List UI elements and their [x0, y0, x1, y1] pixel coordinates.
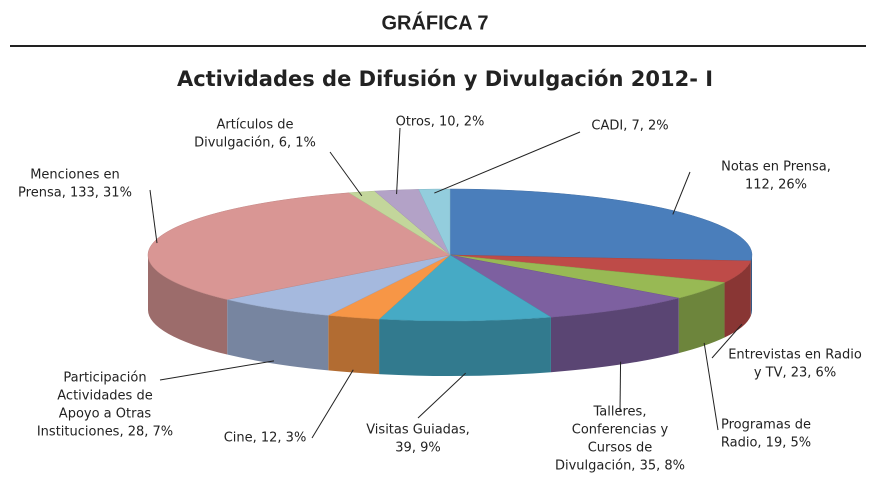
data-label: Artículos de	[216, 118, 293, 133]
pie-slice	[449, 188, 753, 262]
data-label: Radio, 19, 5%	[721, 436, 811, 451]
data-label: Otros, 10, 2%	[396, 115, 485, 130]
leader-line	[434, 131, 581, 194]
data-label: Actividades de	[57, 389, 152, 404]
data-label: CADI, 7, 2%	[591, 119, 668, 134]
pie-slice-side	[379, 317, 551, 376]
leader-line	[311, 369, 354, 439]
leader-line	[329, 151, 363, 197]
data-label: 112, 26%	[745, 178, 807, 193]
pie-slice	[418, 188, 451, 256]
data-label: 39, 9%	[395, 441, 440, 456]
data-label: Menciones en	[30, 168, 120, 183]
leader-line	[417, 372, 466, 419]
leader-line	[711, 323, 743, 359]
pie-slice-side	[550, 298, 679, 373]
pie-slice-side	[148, 255, 228, 355]
leader-line	[396, 127, 401, 195]
data-label: Notas en Prensa,	[721, 160, 831, 175]
pie-slice-side	[227, 299, 329, 371]
pie-slice	[227, 254, 451, 316]
data-label: Talleres,	[593, 405, 647, 420]
leader-line	[149, 189, 158, 244]
data-label: Cursos de	[588, 441, 653, 456]
pie-slice-side	[750, 255, 752, 316]
leader-line	[672, 171, 691, 215]
data-label: Visitas Guiadas,	[366, 423, 470, 438]
leader-line	[703, 342, 719, 431]
data-label: Instituciones, 28, 7%	[37, 425, 173, 440]
page-title: GRÁFICA 7	[381, 11, 488, 34]
data-label: Entrevistas en Radio	[728, 348, 862, 363]
chart-title: Actividades de Difusión y Divulgación 20…	[177, 67, 713, 91]
pie-slice	[147, 192, 451, 300]
pie-slice	[449, 254, 679, 318]
data-label: Cine, 12, 3%	[224, 431, 307, 446]
pie-slice-side	[678, 282, 725, 354]
data-label: Apoyo a Otras	[59, 407, 152, 422]
data-label: Programas de	[721, 418, 811, 433]
pie-slice-side	[328, 315, 380, 375]
data-label: Participación	[63, 371, 146, 386]
data-label: y TV, 23, 6%	[754, 366, 836, 381]
leader-line	[619, 361, 622, 413]
pie-slice	[378, 254, 552, 322]
leader-line	[159, 360, 275, 381]
data-label: Divulgación, 6, 1%	[194, 136, 316, 151]
data-label: Divulgación, 35, 8%	[555, 459, 685, 474]
pie-slice-side	[724, 260, 751, 338]
data-label: Prensa, 133, 31%	[18, 186, 132, 201]
data-label: Conferencias y	[572, 423, 669, 438]
